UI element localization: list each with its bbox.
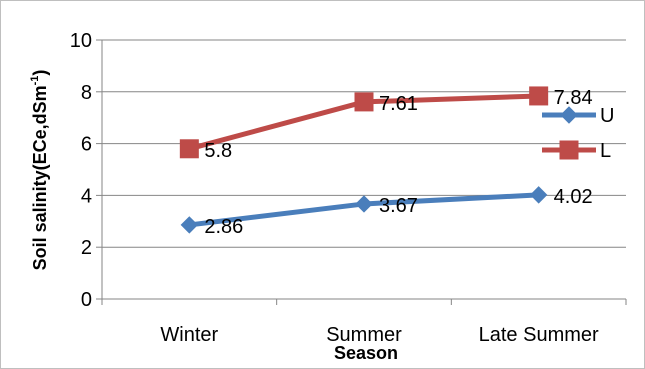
legend: UL <box>542 105 614 162</box>
y-tick-label: 0 <box>81 289 92 311</box>
y-axis-title: Soil salinity(ECe,dSm-1) <box>29 70 50 271</box>
series <box>179 86 549 234</box>
x-tick-label: Winter <box>160 324 218 346</box>
x-tick-labels: Winter Summer Late Summer <box>101 299 627 346</box>
axes <box>101 40 626 300</box>
legend-marker-u <box>560 106 578 124</box>
y-tick-labels: 0 2 4 6 8 10 <box>70 30 102 311</box>
x-axis-title: Season <box>334 343 398 363</box>
y-tick-label: 6 <box>81 134 92 156</box>
series-u-point <box>529 186 548 204</box>
x-tick-label: Late Summer <box>479 324 599 346</box>
y-axis-title-main: Soil salinity(ECe,dSm <box>30 85 50 270</box>
data-label-l: 5.8 <box>204 140 232 162</box>
x-tick-label: Summer <box>326 324 402 346</box>
y-tick-label: 4 <box>81 185 92 207</box>
y-axis-title-sup: -1 <box>29 76 41 86</box>
y-tick-label: 10 <box>70 30 92 52</box>
legend-item-l: L <box>542 140 611 162</box>
data-label-l: 7.61 <box>379 93 418 115</box>
data-label-l: 7.84 <box>554 87 593 109</box>
series-l-point <box>529 86 549 106</box>
series-u-point <box>355 195 373 213</box>
series-l-point <box>179 139 199 159</box>
legend-label-u: U <box>600 105 614 127</box>
y-tick-label: 8 <box>81 82 92 104</box>
legend-marker-l <box>559 140 579 160</box>
series-l-point <box>354 92 374 112</box>
legend-item-u: U <box>542 105 614 127</box>
y-tick-label: 2 <box>81 237 92 259</box>
legend-label-l: L <box>600 140 611 162</box>
series-u <box>180 186 548 234</box>
data-labels: 2.86 3.67 4.02 5.8 7.61 7.84 <box>204 87 592 238</box>
series-l <box>179 86 549 159</box>
data-label-u: 3.67 <box>379 195 418 217</box>
data-label-u: 4.02 <box>554 186 593 208</box>
data-label-u: 2.86 <box>204 216 243 238</box>
y-axis-title-tail: ) <box>30 70 50 76</box>
series-u-point <box>180 216 199 234</box>
